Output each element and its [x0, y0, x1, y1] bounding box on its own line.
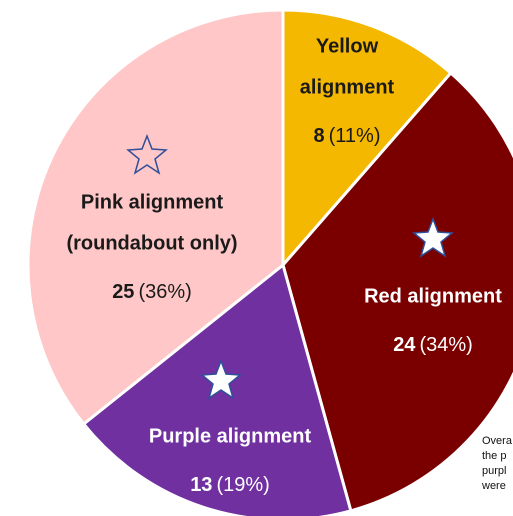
slice-value: 24 (34%) — [393, 334, 473, 356]
annotation: Overa the p purpl were — [481, 435, 513, 492]
pie-slice — [281, 8, 453, 269]
value-number: 8 — [314, 125, 325, 147]
annotation-line: purpl — [482, 465, 506, 477]
slice-label: Red alignment — [364, 285, 502, 307]
value-percent: (19%) — [216, 474, 269, 496]
stars — [126, 133, 454, 400]
slice-label: Purple alignment — [149, 425, 312, 447]
pie-slice — [26, 8, 285, 427]
slice-label: (roundabout only) — [66, 232, 237, 254]
slice-label: alignment — [300, 76, 395, 98]
slice-value: 25 (36%) — [112, 281, 192, 303]
value-percent: (34%) — [419, 334, 472, 356]
slice-label: Pink alignment — [81, 191, 224, 213]
slice-value: 13 (19%) — [190, 474, 270, 496]
star-icon — [412, 216, 454, 258]
annotation-line: were — [481, 480, 506, 492]
value-number: 24 — [393, 334, 416, 356]
annotation-line: Overa — [482, 435, 513, 447]
annotation-line: the p — [482, 450, 506, 462]
value-percent: (36%) — [138, 281, 191, 303]
slice-value: 8 (11%) — [314, 125, 381, 147]
value-number: 25 — [112, 281, 134, 303]
star-icon — [200, 358, 242, 400]
slice-label: Yellow — [316, 35, 379, 57]
value-percent: (11%) — [329, 125, 381, 147]
star-icon — [126, 133, 168, 175]
pie-slice — [281, 70, 513, 513]
labels: Yellow alignment 8 (11%) Red alignment 24 (34%… — [66, 35, 502, 496]
value-number: 13 — [190, 474, 212, 496]
